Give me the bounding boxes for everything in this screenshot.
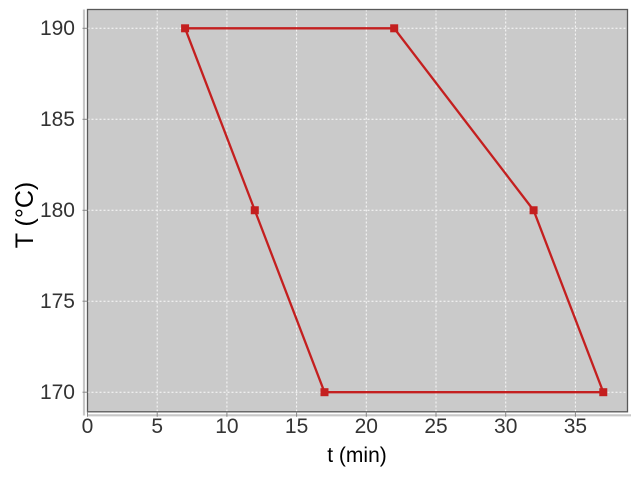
svg-text:5: 5 [151,415,163,438]
svg-text:170: 170 [40,381,75,404]
svg-text:175: 175 [40,290,75,313]
svg-text:0: 0 [82,415,94,438]
svg-text:180: 180 [40,199,75,222]
svg-text:15: 15 [285,415,308,438]
svg-text:30: 30 [494,415,517,438]
svg-text:25: 25 [424,415,447,438]
svg-text:20: 20 [355,415,378,438]
svg-text:185: 185 [40,108,75,131]
svg-text:190: 190 [40,17,75,40]
svg-text:t (min): t (min) [327,444,387,467]
svg-text:35: 35 [564,415,587,438]
svg-text:T (°C): T (°C) [11,182,39,248]
svg-text:10: 10 [215,415,238,438]
